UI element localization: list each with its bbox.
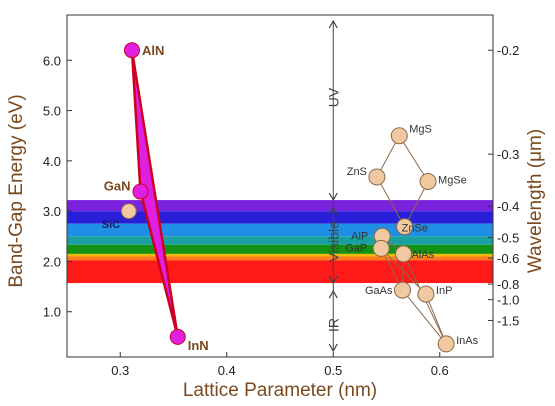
point-sic: [120, 203, 137, 220]
point-znse: [396, 218, 414, 236]
data-points: [120, 42, 455, 353]
point-gan: [132, 183, 149, 200]
point-inn: [169, 328, 186, 345]
label-alp: AlP: [351, 230, 368, 242]
wl-tick-label-5: -0.8: [497, 277, 519, 292]
wl-tick-label-4: -0.6: [497, 251, 519, 266]
label-visible: Visible: [325, 221, 341, 262]
band-1: [67, 211, 493, 224]
point-inp: [417, 285, 435, 303]
wavelength-axis-title: Wavelength (μm): [525, 129, 546, 273]
point-zns: [368, 168, 386, 186]
label-inas: InAs: [456, 335, 479, 347]
label-mgse: MgSe: [438, 174, 467, 186]
label-inp: InP: [436, 285, 453, 297]
wavelength-axis-ticks: -0.2 -0.3 -0.4 -0.5 -0.6 -0.8-1.0 -1.5: [488, 43, 519, 328]
y-tick-label-0: 1.0: [43, 305, 61, 320]
x-tick-label-3: 0.6: [431, 363, 449, 378]
region-divider: UV Visible IR: [325, 19, 341, 353]
label-gap: GaP: [345, 242, 367, 254]
band-7: [67, 260, 493, 284]
nitride-triangle: [130, 48, 180, 339]
y-tick-label-4: 5.0: [43, 104, 61, 119]
x-tick-label-1: 0.4: [218, 363, 236, 378]
label-uv: UV: [325, 87, 341, 107]
visible-arrow-bottom: [328, 275, 338, 285]
label-znse: ZnSe: [402, 223, 428, 235]
label-mgs: MgS: [409, 124, 432, 136]
wl-tick-label-3: -0.5: [497, 230, 519, 245]
link-InP-InAs: [425, 293, 447, 345]
wl-tick-label-1: -0.3: [497, 147, 519, 162]
y-axis-ticks: 1.0 2.0 3.0 4.0 5.0 6.0: [43, 53, 72, 320]
y-tick-label-2: 3.0: [43, 204, 61, 219]
plot-frame: [66, 14, 494, 358]
point-gap: [372, 239, 390, 257]
x-axis-title: Lattice Parameter (nm): [183, 380, 377, 401]
x-axis-ticks: 0.3 0.4 0.5 0.6: [111, 352, 449, 378]
point-mgse: [419, 172, 437, 190]
band-4: [67, 244, 493, 254]
y-tick-label-3: 4.0: [43, 154, 61, 169]
point-alas: [395, 245, 413, 263]
y-axis-title: Band-Gap Energy (eV): [6, 94, 27, 287]
label-gan: GaN: [104, 179, 131, 194]
label-zns: ZnS: [347, 166, 367, 178]
uv-arrow-bottom: [328, 192, 338, 202]
point-inas: [437, 335, 455, 353]
wl-tick-label-6: -1.0: [497, 293, 519, 308]
point-gaas: [393, 281, 411, 299]
x-tick-label-0: 0.3: [111, 363, 129, 378]
band-2: [67, 223, 493, 237]
label-ir: IR: [325, 318, 341, 332]
ir-arrow-bottom: [328, 343, 338, 353]
point-mgs: [390, 127, 408, 145]
uv-arrow-top: [328, 19, 338, 29]
y-tick-label-5: 6.0: [43, 53, 61, 68]
band-6: [67, 256, 493, 261]
label-inn: InN: [188, 338, 209, 353]
band-0: [67, 200, 493, 212]
wl-tick-label-2: -0.4: [497, 199, 519, 214]
label-gaas: GaAs: [365, 285, 393, 297]
link-GaAs-InAs: [402, 289, 447, 345]
spectrum-bands: [67, 200, 493, 284]
band-5: [67, 253, 493, 257]
visible-arrow-top: [328, 206, 338, 216]
wl-tick-label-0: -0.2: [497, 43, 519, 58]
nitride-polygon: [130, 48, 180, 339]
wl-tick-label-7: -1.5: [497, 313, 519, 328]
ir-arrow-top: [328, 289, 338, 299]
plot-border: [66, 14, 494, 358]
label-alas: AlAs: [412, 249, 435, 261]
x-tick-label-2: 0.5: [324, 363, 342, 378]
label-sic: SiC: [102, 219, 120, 231]
label-aln: AlN: [142, 43, 164, 58]
band-3: [67, 236, 493, 245]
link-ZnSe-ZnS: [376, 176, 406, 227]
link-MgS-MgSe: [398, 135, 429, 182]
point-aln: [123, 42, 140, 59]
y-tick-label-1: 2.0: [43, 254, 61, 269]
